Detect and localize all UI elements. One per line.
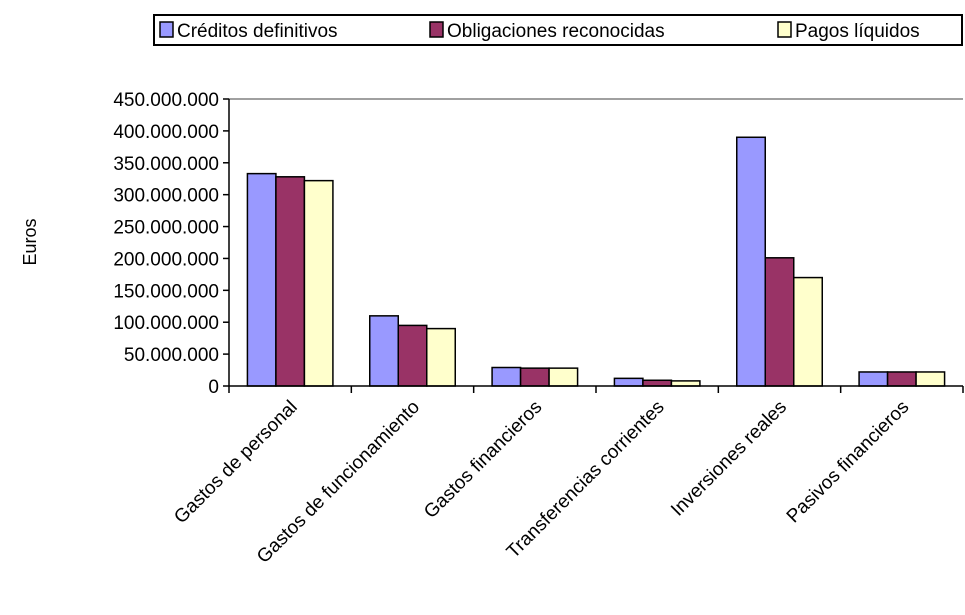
bar [764, 257, 795, 387]
legend-swatch [159, 21, 174, 38]
bar [246, 172, 277, 387]
bar [397, 324, 428, 387]
bar [793, 276, 823, 387]
bar [275, 176, 306, 387]
bar [369, 315, 399, 387]
bar [491, 366, 522, 387]
bar [642, 379, 673, 387]
y-tick-label: 100.000.000 [113, 313, 219, 334]
bar [613, 377, 644, 387]
bar [736, 136, 766, 387]
x-tick-label: Gastos de personal [170, 397, 301, 528]
y-tick-label: 150.000.000 [113, 281, 219, 302]
legend-label: Créditos definitivos [177, 21, 338, 42]
legend: Créditos definitivos Obligaciones reconoc… [153, 14, 963, 46]
y-tick-label: 200.000.000 [113, 249, 219, 270]
legend-frame [153, 14, 963, 46]
legend-swatch [429, 21, 444, 38]
bar [426, 327, 456, 387]
y-tick-label: 250.000.000 [113, 218, 219, 239]
legend-swatch [777, 21, 792, 38]
bar [915, 371, 946, 387]
y-tick-label: 450.000.000 [113, 90, 219, 111]
y-tick-label: 400.000.000 [113, 122, 219, 143]
bar [548, 367, 579, 387]
y-tick-label: 300.000.000 [113, 186, 219, 207]
bar [886, 371, 917, 387]
y-tick-label: 50.000.000 [124, 345, 219, 366]
y-tick-label: 350.000.000 [113, 154, 219, 175]
x-tick-label: Pasivos financieros [783, 397, 914, 528]
bar [670, 380, 701, 387]
bar [858, 371, 889, 387]
bar [519, 367, 550, 387]
y-tick-label: 0 [208, 377, 219, 398]
x-tick-label: Gastos financieros [420, 397, 546, 523]
legend-label: Obligaciones reconocidas [447, 21, 665, 42]
x-tick-label: Inversiones reales [667, 397, 791, 521]
y-axis-label: Euros [20, 218, 40, 265]
bar [303, 179, 334, 387]
legend-label: Pagos líquidos [795, 21, 920, 42]
